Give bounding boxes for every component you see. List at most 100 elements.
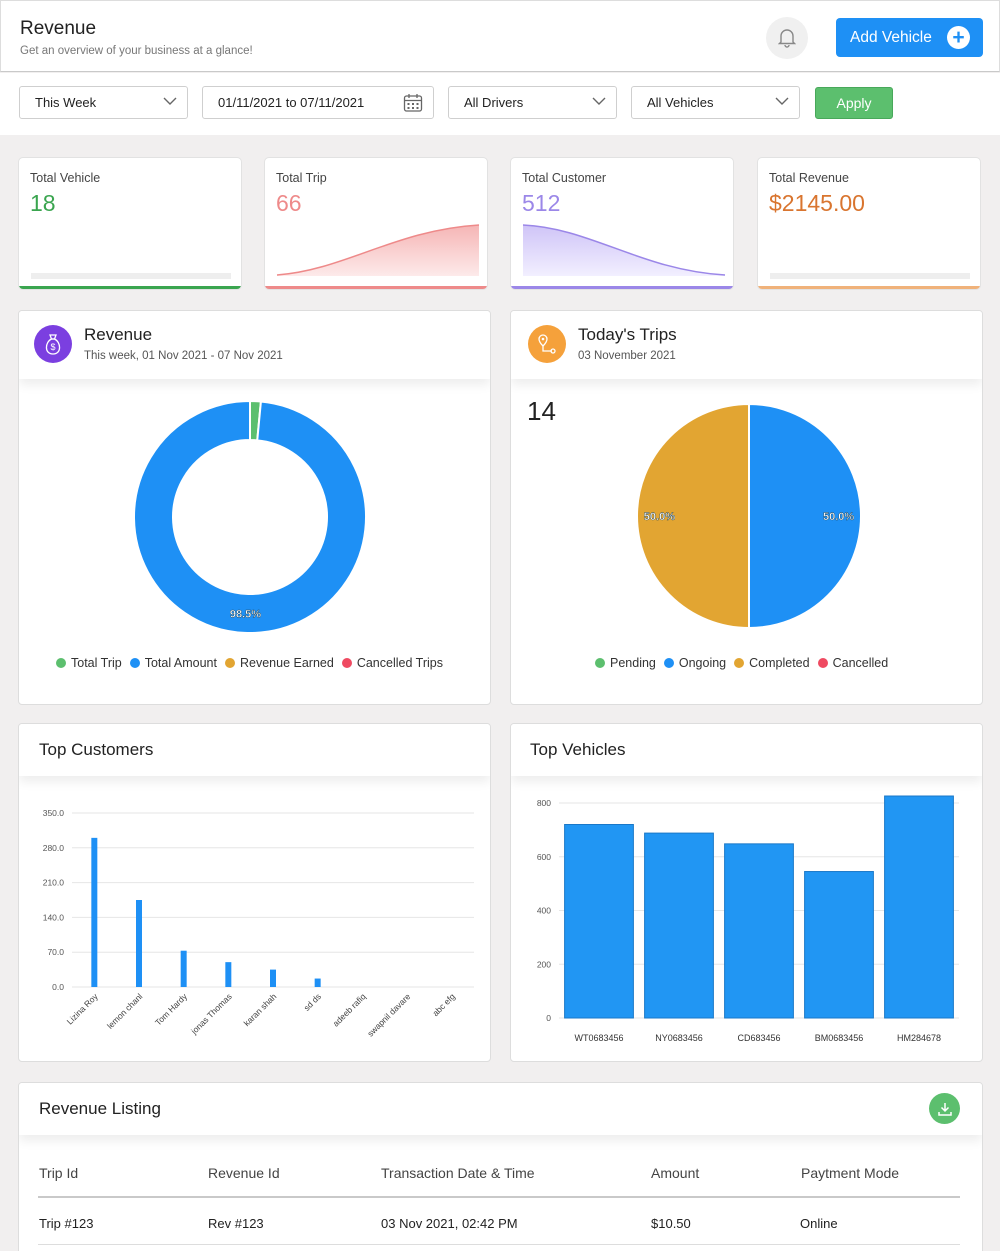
pie-slice xyxy=(133,399,367,634)
x-tick-label: CD683456 xyxy=(737,1033,780,1043)
column-header[interactable]: Amount xyxy=(651,1165,700,1181)
legend-item[interactable]: Cancelled Trips xyxy=(341,656,443,670)
stat-card-total-vehicle: Total Vehicle 18 xyxy=(18,157,242,290)
y-tick-label: 210.0 xyxy=(43,878,65,888)
revenue-listing-card: Revenue Listing xyxy=(18,1082,983,1251)
stat-label: Total Trip xyxy=(276,171,327,185)
date-range-input[interactable]: 01/11/2021 to 07/11/2021 xyxy=(202,86,434,119)
add-vehicle-label: Add Vehicle xyxy=(850,28,932,46)
y-tick-label: 800 xyxy=(537,798,551,808)
stat-accent-bar xyxy=(265,286,487,289)
bar xyxy=(136,900,142,987)
plus-circle-icon: + xyxy=(947,26,970,49)
stat-card-total-customer: Total Customer 512 xyxy=(510,157,734,290)
column-header[interactable]: Trip Id xyxy=(39,1165,79,1181)
x-tick-label: jonas Thomas xyxy=(188,991,233,1036)
x-tick-label: swapnil davare xyxy=(365,991,412,1038)
bar xyxy=(564,824,634,1019)
stat-accent-bar xyxy=(19,286,241,289)
trips-legend: Pending Ongoing Completed Cancelled xyxy=(595,656,888,670)
calendar-icon xyxy=(403,94,423,112)
column-header[interactable]: Paytment Mode xyxy=(801,1165,900,1181)
x-tick-label: Tom Hardy xyxy=(153,991,190,1028)
top-customers-bar-chart: 0.0 70.0 140.0 210.0 280.0 350.0 Lizina Roy lem… xyxy=(43,808,474,1039)
x-tick-label: lemon chanl xyxy=(105,991,145,1031)
y-tick-label: 280.0 xyxy=(43,843,65,853)
pie-data-label: 50.0% xyxy=(823,511,854,523)
stat-accent-bar xyxy=(511,286,733,289)
y-tick-label: 70.0 xyxy=(47,947,64,957)
pie-data-label: 50.0% xyxy=(644,511,675,523)
drivers-select-value: All Drivers xyxy=(464,95,524,110)
card-title: Today's Trips xyxy=(578,325,677,344)
table-header-divider xyxy=(38,1196,960,1198)
chevron-down-icon xyxy=(775,97,789,105)
card-header: $ Revenue This week, 01 Nov 2021 - 07 No… xyxy=(19,311,490,379)
vehicles-select-value: All Vehicles xyxy=(647,95,714,110)
x-tick-label: sd ds xyxy=(302,991,323,1012)
stat-value: 18 xyxy=(30,190,56,216)
stat-sparkline xyxy=(522,224,726,276)
legend-item[interactable]: Pending xyxy=(595,656,656,670)
legend-item[interactable]: Completed xyxy=(734,656,810,670)
x-tick-label: WT0683456 xyxy=(574,1033,623,1043)
cell-amount: $10.50 xyxy=(651,1216,691,1231)
chevron-down-icon xyxy=(592,97,606,105)
card-subtitle: 03 November 2021 xyxy=(578,350,676,362)
row-divider xyxy=(38,1244,960,1245)
legend-item[interactable]: Cancelled xyxy=(817,656,888,670)
pie-slice xyxy=(636,402,750,630)
legend-item[interactable]: Revenue Earned xyxy=(224,656,334,670)
card-title: Top Customers xyxy=(39,740,154,759)
legend-item[interactable]: Total Trip xyxy=(56,656,122,670)
filter-bar: This Week 01/11/2021 to 07/11/2021 All D… xyxy=(0,73,1000,135)
period-select[interactable]: This Week xyxy=(19,86,188,119)
download-icon[interactable] xyxy=(929,1093,960,1124)
vehicles-select[interactable]: All Vehicles xyxy=(631,86,800,119)
bell-icon xyxy=(778,29,796,48)
y-tick-label: 0 xyxy=(546,1013,551,1023)
y-tick-label: 0.0 xyxy=(52,982,64,992)
drivers-select[interactable]: All Drivers xyxy=(448,86,617,119)
x-tick-label: abc efg xyxy=(430,991,457,1018)
page-subtitle: Get an overview of your business at a gl… xyxy=(20,45,253,57)
stat-label: Total Vehicle xyxy=(30,171,101,185)
location-pins-icon xyxy=(528,325,566,363)
stat-sparkline xyxy=(31,273,231,279)
bar xyxy=(91,837,98,987)
card-title: Revenue xyxy=(84,325,153,344)
pie-slice xyxy=(748,402,862,630)
cell-trip-id: Trip #123 xyxy=(39,1216,94,1231)
stat-label: Total Customer xyxy=(522,171,607,185)
card-title: Top Vehicles xyxy=(530,740,626,759)
x-tick-label: adeeb rafiq xyxy=(331,991,368,1028)
bar xyxy=(180,950,187,987)
top-customers-card: Top Customers 0.0 70.0 140.0 210.0 280.0 350.… xyxy=(18,723,491,1062)
x-tick-label: Lizina Roy xyxy=(65,991,101,1027)
bar xyxy=(314,978,321,987)
page-title: Revenue xyxy=(20,18,97,39)
y-tick-label: 200 xyxy=(537,959,551,969)
revenue-card: $ Revenue This week, 01 Nov 2021 - 07 No… xyxy=(18,310,491,705)
y-tick-label: 140.0 xyxy=(43,912,65,922)
column-header[interactable]: Revenue Id xyxy=(208,1165,280,1181)
period-select-value: This Week xyxy=(35,95,97,110)
x-tick-label: karan shah xyxy=(242,991,279,1028)
bar xyxy=(724,843,794,1019)
revenue-donut-chart: 98.5% xyxy=(133,399,367,634)
bar xyxy=(804,871,874,1019)
apply-button[interactable]: Apply xyxy=(815,87,893,119)
cell-date: 03 Nov 2021, 02:42 PM xyxy=(381,1216,518,1231)
card-header: Revenue Listing xyxy=(19,1083,982,1135)
todays-trips-card: Today's Trips 03 November 2021 14 50.0% 5… xyxy=(510,310,983,705)
card-subtitle: This week, 01 Nov 2021 - 07 Nov 2021 xyxy=(84,350,283,362)
legend-item[interactable]: Ongoing xyxy=(663,656,726,670)
add-vehicle-button[interactable]: Add Vehicle + xyxy=(836,18,983,57)
svg-text:$: $ xyxy=(50,342,55,352)
legend-item[interactable]: Total Amount xyxy=(129,656,217,670)
column-header[interactable]: Transaction Date & Time xyxy=(381,1165,535,1181)
x-tick-label: BM0683456 xyxy=(815,1033,864,1043)
card-header: Top Customers xyxy=(19,724,490,776)
bar xyxy=(644,832,714,1019)
notification-button[interactable] xyxy=(766,17,808,59)
